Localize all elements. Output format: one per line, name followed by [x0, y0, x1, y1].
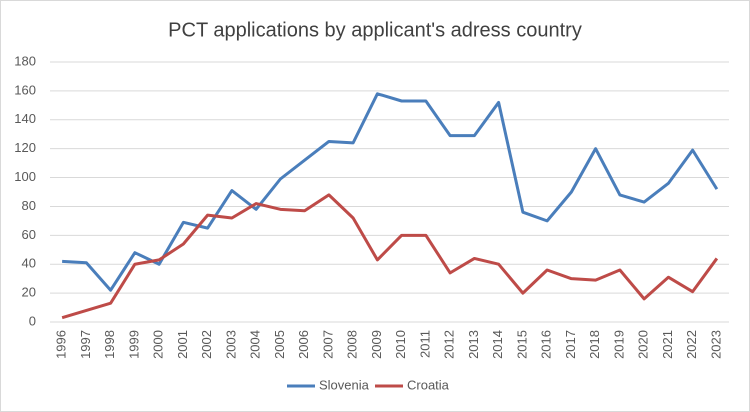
- x-tick-label: 2007: [320, 330, 335, 359]
- legend-label: Slovenia: [319, 377, 370, 392]
- x-tick-label: 2016: [539, 330, 554, 359]
- series-line: [62, 92, 719, 292]
- x-tick-label: 2022: [684, 330, 699, 359]
- x-tick-label: 2012: [442, 330, 457, 359]
- legend-label: Croatia: [407, 377, 450, 392]
- x-tick-label: 2021: [660, 330, 675, 359]
- y-tick-label: 40: [22, 256, 36, 271]
- y-tick-label: 80: [22, 198, 36, 213]
- x-tick-label: 2013: [466, 330, 481, 359]
- x-tick-label: 2005: [272, 330, 287, 359]
- x-tick-label: 2008: [345, 330, 360, 359]
- x-tick-label: 1997: [78, 330, 93, 359]
- x-tick-label: 2011: [417, 330, 432, 358]
- x-tick-label: 2001: [175, 330, 190, 359]
- x-tick-label: 2015: [514, 330, 529, 359]
- x-tick-label: 2017: [563, 330, 578, 359]
- y-tick-label: 160: [14, 82, 36, 97]
- y-tick-label: 180: [14, 53, 36, 68]
- y-tick-label: 120: [14, 140, 36, 155]
- x-tick-label: 1998: [102, 330, 117, 359]
- y-tick-label: 60: [22, 227, 36, 242]
- y-tick-label: 100: [14, 169, 36, 184]
- y-tick-label: 0: [29, 313, 36, 328]
- x-tick-label: 1996: [54, 330, 69, 359]
- y-tick-label: 140: [14, 111, 36, 126]
- x-tick-label: 2009: [369, 330, 384, 359]
- x-tick-label: 2006: [296, 330, 311, 359]
- x-tick-label: 2014: [490, 330, 505, 359]
- x-tick-label: 2018: [587, 330, 602, 359]
- x-tick-label: 2003: [223, 330, 238, 359]
- x-tick-label: 2000: [151, 330, 166, 359]
- x-tick-label: 2020: [636, 330, 651, 359]
- x-tick-label: 2023: [708, 330, 723, 359]
- x-tick-label: 2019: [611, 330, 626, 359]
- x-tick-label: 2004: [248, 330, 263, 359]
- series-line: [61, 193, 719, 320]
- x-tick-label: 2010: [393, 330, 408, 359]
- x-tick-label: 2002: [199, 330, 214, 359]
- y-tick-label: 20: [22, 285, 36, 300]
- x-tick-label: 1999: [126, 330, 141, 359]
- chart-title: PCT applications by applicant's adress c…: [168, 19, 582, 41]
